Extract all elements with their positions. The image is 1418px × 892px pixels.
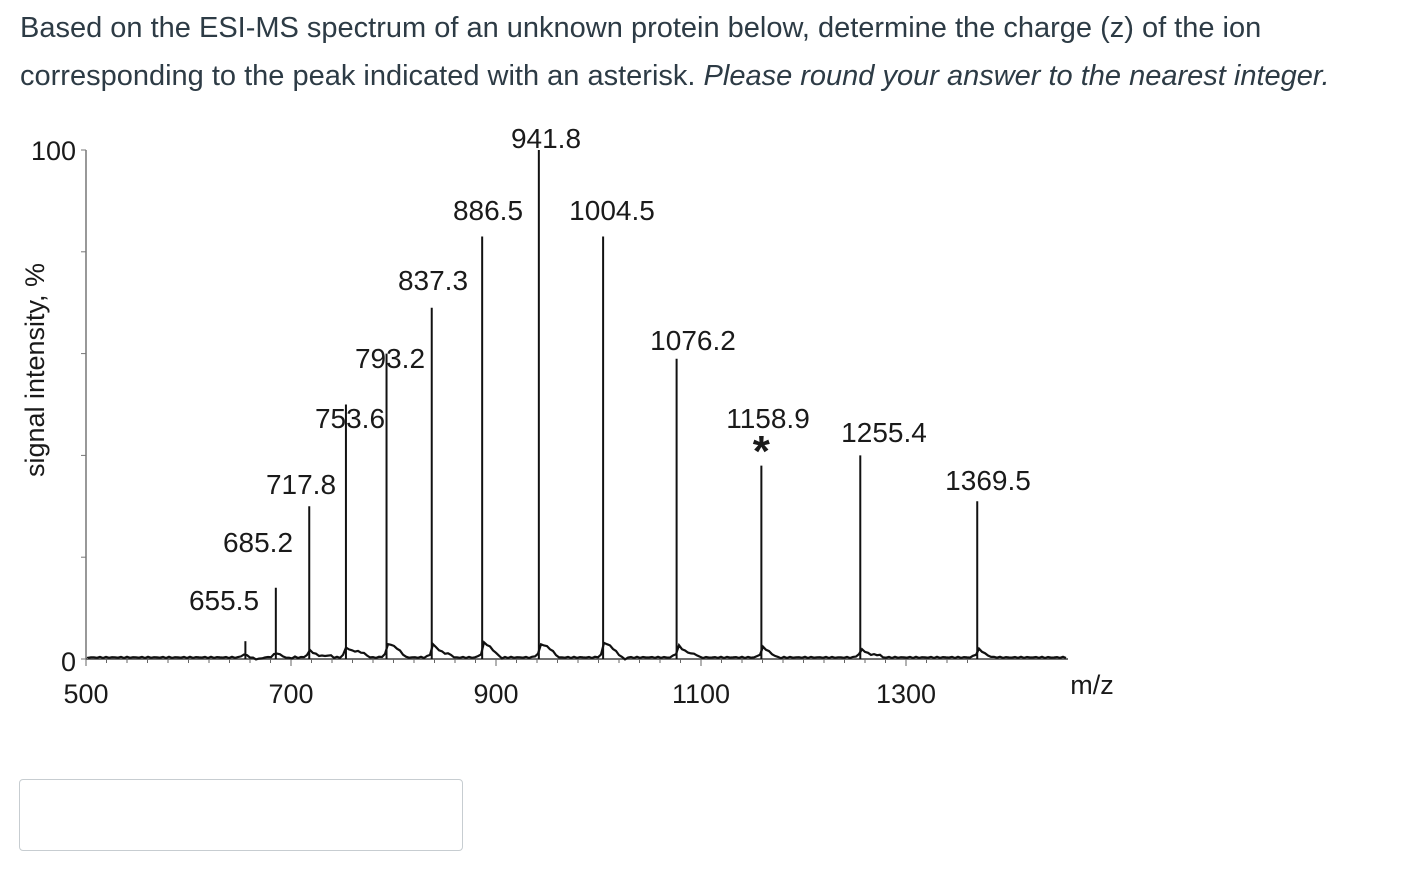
y-axis-label: signal intensity, % xyxy=(20,263,50,477)
y-tick-label: 100 xyxy=(31,136,76,166)
esi-ms-spectrum-figure: 500 700 900 1100 1300 0 100 signal intensity, %… xyxy=(0,110,1140,730)
baseline-trace xyxy=(86,640,1067,661)
peak-label: 886.5 xyxy=(453,195,523,226)
peak-label: 1158.9 xyxy=(726,403,810,434)
question-text: Based on the ESI-MS spectrum of an unkno… xyxy=(20,4,1410,100)
peak-label: 685.2 xyxy=(223,527,293,558)
peak-label: 1255.4 xyxy=(841,417,927,448)
x-axis-label: m/z xyxy=(1070,670,1114,700)
asterisk-marker: * xyxy=(753,427,771,476)
x-tick-label: 1100 xyxy=(672,679,730,709)
spectrum-chart: 500 700 900 1100 1300 0 100 signal intensity, %… xyxy=(20,123,1114,709)
peak-label: 837.3 xyxy=(398,265,468,296)
peak-label: 793.2 xyxy=(355,343,425,374)
question-body: Based on the ESI-MS spectrum of an unkno… xyxy=(20,12,1262,92)
peak-label: 655.5 xyxy=(189,585,259,616)
answer-box[interactable] xyxy=(19,779,463,851)
answer-input[interactable] xyxy=(20,780,462,850)
peak-label: 1076.2 xyxy=(650,325,736,356)
question-instruction: Please round your answer to the nearest … xyxy=(703,60,1330,92)
x-tick-label: 700 xyxy=(268,679,313,709)
x-tick-label: 500 xyxy=(63,679,108,709)
peak-label: 1369.5 xyxy=(945,465,1031,496)
peak-label: 1004.5 xyxy=(569,195,655,226)
y-tick-label: 0 xyxy=(61,647,76,677)
x-tick-label: 1300 xyxy=(876,679,936,709)
peak-label: 753.6 xyxy=(315,403,385,434)
peak-label: 941.8 xyxy=(511,123,581,154)
peak-label: 717.8 xyxy=(266,469,336,500)
x-tick-label: 900 xyxy=(473,679,518,709)
